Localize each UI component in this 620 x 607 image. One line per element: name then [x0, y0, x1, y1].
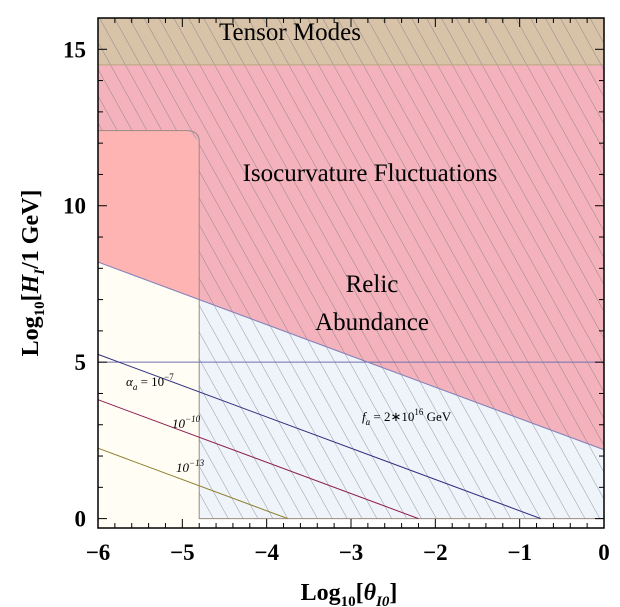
- y-tick-labels: 0 5 10 15: [63, 37, 86, 531]
- isocurvature-label: Isocurvature Fluctuations: [243, 160, 498, 187]
- hatch-overlay: [98, 18, 604, 519]
- plot-area: [97, 18, 605, 528]
- x-axis-title: Log10[θI0]: [301, 580, 398, 607]
- x-tick-labels: −6 −5 −4 −3 −2 −1 0: [86, 540, 610, 565]
- x-tick-label: −4: [254, 540, 279, 565]
- y-tick-label: 15: [63, 37, 86, 62]
- x-tick-label: −5: [170, 540, 195, 565]
- series-line-fa: [97, 261, 605, 451]
- tensor-modes-label: Tensor Modes: [219, 19, 361, 46]
- x-tick-label: −2: [423, 540, 448, 565]
- fa-line-label: fa = 2∗1016 GeV: [362, 407, 452, 427]
- y-tick-label: 5: [75, 350, 87, 375]
- relic-label-line2: Abundance: [315, 309, 429, 336]
- alpha-13-label: 10−13: [176, 458, 205, 475]
- allowed-region-light: [98, 262, 200, 528]
- isocurvature-region: [98, 130, 200, 300]
- y-tick-label: 0: [75, 507, 87, 532]
- series-line-alpha-13: [97, 447, 288, 520]
- x-tick-label: 0: [598, 540, 610, 565]
- x-tick-label: −1: [507, 540, 532, 565]
- series-line-alpha-10: [97, 399, 419, 520]
- alpha-7-label: αa = 10−7: [126, 372, 174, 392]
- series-line-alpha-7: [97, 353, 541, 520]
- y-axis-title: Log10[HI/1 GeV]: [18, 190, 48, 357]
- isocurvature-boundary: [98, 130, 604, 520]
- x-tick-label: −3: [339, 540, 364, 565]
- y-tick-label: 10: [63, 194, 86, 219]
- relic-label-line1: Relic: [346, 271, 399, 298]
- tick-marks: [97, 17, 605, 528]
- x-tick-label: −6: [86, 540, 111, 565]
- alpha-10-label: 10−10: [172, 414, 201, 431]
